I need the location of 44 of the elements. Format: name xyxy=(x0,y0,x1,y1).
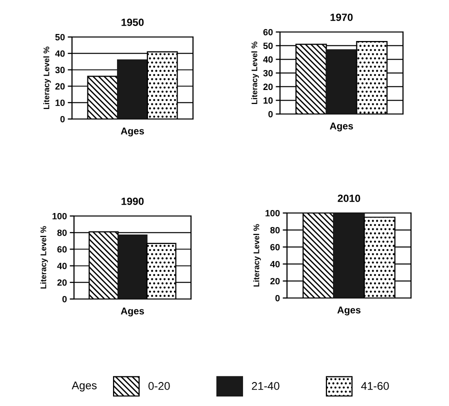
x-axis-title: Ages xyxy=(330,122,353,132)
y-tick-label: 20 xyxy=(55,83,65,90)
y-tick-label: 20 xyxy=(263,84,273,90)
bar xyxy=(117,59,148,119)
x-axis-title: Ages xyxy=(337,306,360,316)
chart-title: 2010 xyxy=(338,194,360,202)
y-tick-label: 40 xyxy=(57,262,67,270)
legend-title: Ages xyxy=(72,382,97,392)
y-tick-label: 0 xyxy=(60,116,65,122)
y-tick-label: 10 xyxy=(264,97,273,104)
y-tick-label: 50 xyxy=(55,34,65,40)
y-tick-label: 50 xyxy=(263,42,273,50)
bar xyxy=(326,49,358,114)
y-tick-label: 40 xyxy=(263,56,273,63)
chart-title: 1950 xyxy=(122,18,144,26)
y-tick-label: 80 xyxy=(270,226,280,234)
y-tick-label: 40 xyxy=(55,50,65,57)
y-tick-label: 0 xyxy=(62,296,67,302)
y-tick-label: 60 xyxy=(270,244,280,250)
x-axis-title: Ages xyxy=(120,128,144,136)
y-tick-label: 60 xyxy=(263,28,273,36)
y-tick-label: 0 xyxy=(275,294,280,302)
y-axis-title: Literacy Level % xyxy=(40,226,48,289)
y-tick-label: 60 xyxy=(57,246,67,253)
legend-label: 0-20 xyxy=(148,382,170,390)
y-tick-label: 40 xyxy=(270,260,280,268)
y-tick-label: 30 xyxy=(55,66,65,74)
x-axis-title: Ages xyxy=(120,308,144,316)
bar xyxy=(118,234,148,299)
chart-title: 1990 xyxy=(122,198,144,205)
y-tick-label: 20 xyxy=(57,279,67,286)
y-tick-label: 100 xyxy=(52,212,67,220)
y-tick-label: 20 xyxy=(270,278,280,284)
y-tick-label: 30 xyxy=(263,70,273,76)
legend-label: 41-60 xyxy=(361,382,389,390)
y-tick-label: 10 xyxy=(56,100,65,106)
legend-label: 21-40 xyxy=(252,382,280,390)
y-tick-label: 100 xyxy=(266,210,280,216)
y-tick-label: 80 xyxy=(57,230,67,236)
chart-title: 1970 xyxy=(330,14,353,21)
y-axis-title: Literacy Level % xyxy=(43,46,51,110)
y-axis-title: Literacy Level % xyxy=(251,42,259,104)
y-axis-title: Literacy Level % xyxy=(253,224,261,287)
y-tick-label: 0 xyxy=(268,110,273,118)
